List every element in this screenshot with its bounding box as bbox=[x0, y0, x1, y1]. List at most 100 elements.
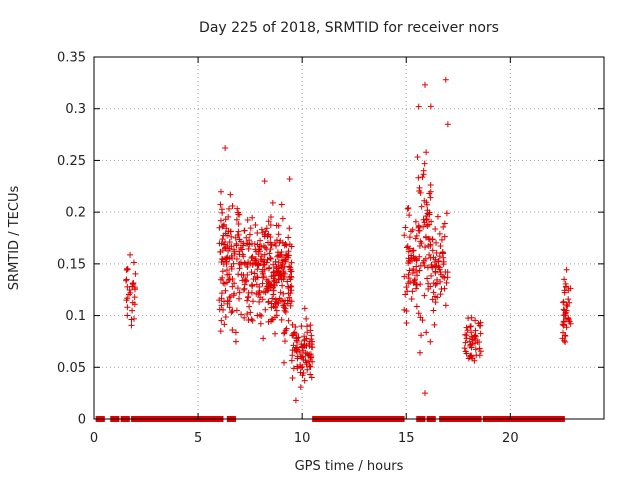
data-point bbox=[222, 313, 229, 320]
data-point bbox=[124, 312, 131, 319]
data-point bbox=[304, 366, 311, 373]
data-point bbox=[272, 298, 279, 305]
data-point bbox=[218, 206, 225, 213]
data-point bbox=[427, 194, 434, 201]
data-point bbox=[412, 218, 419, 225]
data-point bbox=[228, 252, 235, 259]
data-point bbox=[123, 276, 130, 283]
data-point bbox=[464, 327, 471, 334]
data-point bbox=[238, 271, 245, 278]
data-point bbox=[252, 221, 259, 228]
data-point bbox=[231, 290, 238, 297]
data-point bbox=[427, 103, 434, 110]
data-point bbox=[420, 223, 427, 230]
data-point bbox=[285, 290, 292, 297]
data-point bbox=[229, 283, 236, 290]
data-point bbox=[444, 121, 451, 128]
data-point bbox=[279, 282, 286, 289]
data-point bbox=[461, 345, 468, 352]
data-point bbox=[219, 236, 226, 243]
data-point bbox=[421, 292, 428, 299]
data-point bbox=[404, 205, 411, 212]
data-point bbox=[418, 203, 425, 210]
data-point bbox=[216, 306, 223, 313]
data-point bbox=[411, 277, 418, 284]
data-point bbox=[432, 281, 439, 288]
data-point bbox=[223, 267, 230, 274]
data-point bbox=[235, 221, 242, 228]
data-point bbox=[243, 277, 250, 284]
y-tick-label: 0.15 bbox=[57, 257, 86, 272]
data-point bbox=[260, 262, 267, 269]
data-point bbox=[280, 302, 287, 309]
data-point bbox=[281, 242, 288, 249]
data-point bbox=[220, 241, 227, 248]
data-point bbox=[249, 214, 256, 221]
data-point bbox=[406, 234, 413, 241]
data-point bbox=[281, 359, 288, 366]
data-point bbox=[308, 336, 315, 343]
data-point bbox=[257, 294, 264, 301]
data-point bbox=[266, 250, 273, 257]
data-point bbox=[293, 337, 300, 344]
data-point bbox=[218, 188, 225, 195]
data-point bbox=[291, 329, 298, 336]
data-point bbox=[251, 270, 258, 277]
data-point bbox=[224, 254, 231, 261]
data-point bbox=[267, 221, 274, 228]
data-point bbox=[405, 248, 412, 255]
data-point bbox=[307, 327, 314, 334]
data-point bbox=[439, 273, 446, 280]
data-point bbox=[417, 281, 424, 288]
data-point bbox=[267, 233, 274, 240]
data-point bbox=[433, 250, 440, 257]
data-point bbox=[423, 201, 430, 208]
data-point bbox=[287, 302, 294, 309]
data-point bbox=[303, 359, 310, 366]
data-point bbox=[259, 280, 266, 287]
data-point bbox=[289, 352, 296, 359]
data-point bbox=[278, 253, 285, 260]
data-point bbox=[261, 251, 268, 258]
data-point bbox=[268, 300, 275, 307]
data-point bbox=[274, 299, 281, 306]
data-point bbox=[224, 232, 231, 239]
data-point bbox=[217, 249, 224, 256]
data-point bbox=[281, 338, 288, 345]
data-point bbox=[420, 171, 427, 178]
x-tick-label: 20 bbox=[502, 431, 519, 446]
data-point bbox=[247, 309, 254, 316]
data-point bbox=[401, 232, 408, 239]
data-point bbox=[218, 290, 225, 297]
data-point bbox=[219, 256, 226, 263]
data-point bbox=[264, 256, 271, 263]
data-point bbox=[248, 289, 255, 296]
data-point bbox=[305, 352, 312, 359]
data-point bbox=[401, 273, 408, 280]
data-point bbox=[230, 246, 237, 253]
data-point bbox=[233, 255, 240, 262]
data-point bbox=[562, 338, 569, 345]
data-point bbox=[403, 284, 410, 291]
data-point bbox=[234, 285, 241, 292]
data-point bbox=[258, 313, 265, 320]
data-point bbox=[218, 295, 225, 302]
data-point bbox=[218, 302, 225, 309]
data-point bbox=[407, 228, 414, 235]
data-point bbox=[248, 269, 255, 276]
data-point bbox=[285, 317, 292, 324]
data-point bbox=[566, 299, 573, 306]
data-point bbox=[245, 293, 252, 300]
data-point bbox=[406, 267, 413, 274]
data-point bbox=[442, 302, 449, 309]
data-point bbox=[256, 311, 263, 318]
data-point bbox=[288, 259, 295, 266]
data-point bbox=[260, 288, 267, 295]
data-point bbox=[265, 218, 272, 225]
data-point bbox=[429, 247, 436, 254]
data-point bbox=[226, 276, 233, 283]
data-point bbox=[413, 268, 420, 275]
data-point bbox=[270, 281, 277, 288]
data-point bbox=[408, 295, 415, 302]
data-point bbox=[561, 312, 568, 319]
